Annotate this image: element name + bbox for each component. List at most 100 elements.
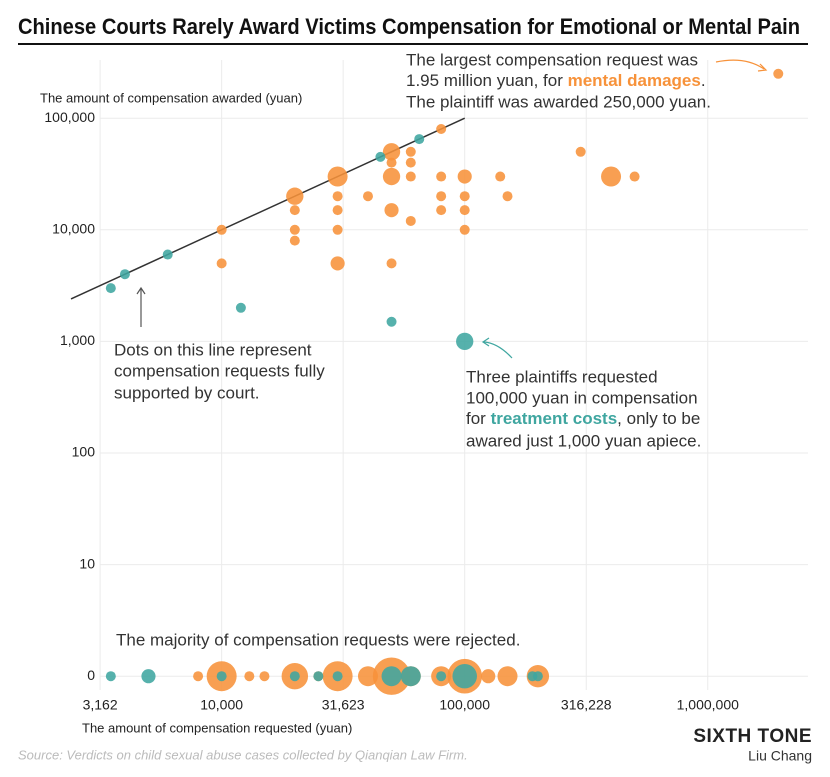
bubble (259, 671, 270, 682)
bubble (330, 256, 345, 271)
author: Liu Chang (748, 748, 812, 764)
bubble (332, 224, 343, 235)
bubble (382, 167, 401, 186)
bubble (289, 235, 300, 246)
annotation: The largest compensation request was (406, 50, 698, 69)
annotation: Three plaintiffs requested (466, 367, 658, 386)
annotation-text: . (701, 71, 706, 90)
bubble (332, 671, 343, 682)
bubble (381, 666, 402, 687)
y-tick-label: 10,000 (52, 220, 95, 236)
annotation: compensation requests fully (114, 361, 325, 380)
bubble (405, 146, 416, 157)
x-tick-label: 100,000 (439, 697, 490, 713)
bubble (497, 666, 518, 687)
bubble (405, 157, 416, 168)
bubble (405, 171, 416, 182)
bubble (216, 671, 227, 682)
annotation: 1.95 million yuan, for mental damages. (406, 71, 706, 90)
bubble (436, 171, 447, 182)
bubble (362, 191, 373, 202)
bubble (357, 666, 378, 687)
bubble (400, 666, 421, 687)
bubble (456, 332, 474, 351)
bubble (289, 224, 300, 235)
annotation-key: mental damages (568, 71, 701, 90)
x-tick-label: 316,228 (561, 697, 612, 713)
bubble (502, 191, 513, 202)
arrow (483, 341, 513, 359)
y-tick-label: 0 (87, 667, 95, 683)
annotation-text: 1.95 million yuan, for (406, 71, 568, 90)
source: Source: Verdicts on child sexual abuse c… (18, 747, 468, 762)
bubble (332, 205, 343, 216)
annotation: The plaintiff was awarded 250,000 yuan. (406, 92, 711, 111)
annotation: awared just 1,000 yuan apiece. (466, 431, 701, 450)
bubble (481, 669, 496, 684)
y-axis-label: The amount of compensation awarded (yuan… (40, 90, 302, 105)
bubble (495, 171, 506, 182)
bubble (375, 151, 386, 162)
arrow (715, 59, 765, 70)
bubble (382, 143, 401, 161)
annotation-text: , only to be (617, 409, 700, 428)
x-tick-label: 31,623 (322, 697, 365, 713)
arrow-head (481, 337, 490, 347)
bubble (141, 669, 156, 684)
bubble (386, 157, 397, 168)
bubble (436, 671, 447, 682)
annotation-key: treatment costs (491, 409, 618, 428)
bubble (414, 134, 425, 145)
bubble (105, 283, 116, 294)
bubble (405, 215, 416, 226)
bubble (386, 316, 397, 327)
annotation: 100,000 yuan in compensation (466, 388, 698, 407)
x-tick-label: 10,000 (200, 697, 243, 713)
bubble (105, 671, 116, 682)
bubble (193, 671, 204, 682)
bubble (162, 249, 173, 260)
bubble (289, 205, 300, 216)
chart-title: Chinese Courts Rarely Award Victims Comp… (18, 14, 800, 39)
bubble (216, 224, 227, 235)
y-tick-label: 100 (72, 444, 96, 460)
bubble (457, 169, 472, 184)
bubble (286, 187, 304, 205)
bubble (436, 205, 447, 216)
y-tick-label: 1,000 (60, 332, 95, 348)
x-axis-label: The amount of compensation requested (yu… (82, 720, 352, 735)
bubble (773, 68, 784, 79)
bubble (575, 146, 586, 157)
bubble (601, 166, 622, 187)
marks (70, 68, 784, 695)
y-tick-label: 100,000 (44, 109, 95, 125)
bubble (436, 124, 447, 135)
bubble (459, 205, 470, 216)
brand: SIXTH TONE (693, 726, 812, 747)
annotation: Dots on this line represent (114, 340, 312, 359)
bubble (119, 269, 130, 280)
bubble (244, 671, 255, 682)
arrow-head (136, 286, 146, 295)
bubble (386, 258, 397, 269)
bubble (532, 671, 543, 682)
bubble (332, 191, 343, 202)
bubble (289, 671, 300, 682)
arrow-head (757, 63, 768, 72)
annotation: supported by court. (114, 383, 260, 402)
bubble (327, 166, 348, 187)
bubble (436, 191, 447, 202)
x-tick-label: 3,162 (83, 697, 118, 713)
bubble (313, 671, 324, 682)
y-tick-label: 10 (79, 555, 95, 571)
bubble (459, 191, 470, 202)
bubble (216, 258, 227, 269)
annotation: The majority of compensation requests we… (116, 630, 520, 649)
equality-line (70, 117, 466, 300)
bubble (459, 224, 470, 235)
bubble (629, 171, 640, 182)
bubble (452, 663, 477, 689)
bubble (384, 203, 399, 218)
